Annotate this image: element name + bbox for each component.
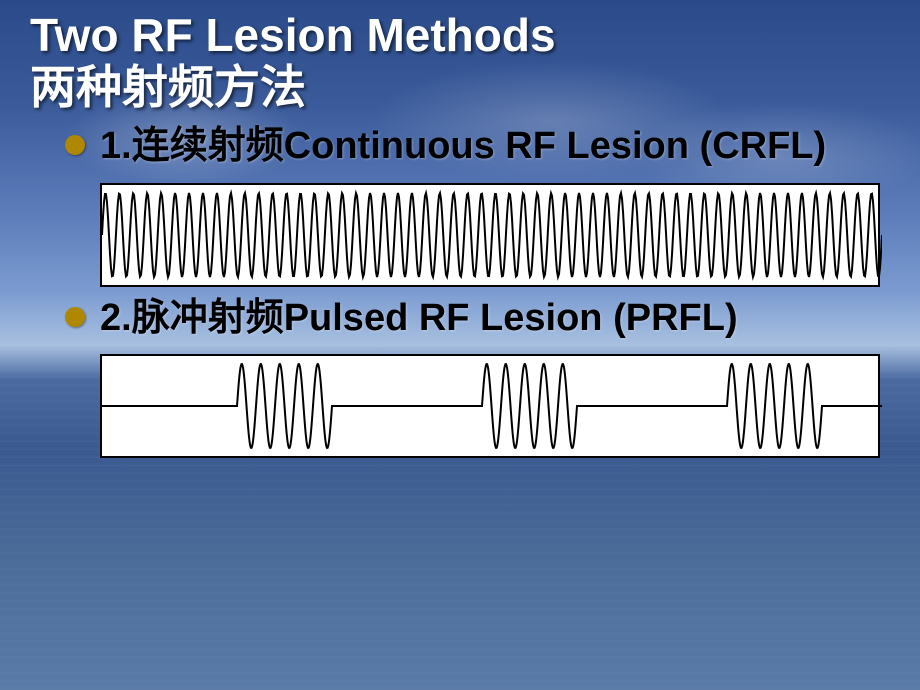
bullet-text-2: 2.脉冲射频Pulsed RF Lesion (PRFL): [100, 295, 738, 343]
title-chinese: 两种射频方法: [30, 61, 890, 114]
bullet-dot-icon: [65, 135, 85, 155]
pulsed-wave-diagram: [100, 354, 880, 458]
bullet-text-1: 1.连续射频Continuous RF Lesion (CRFL): [100, 123, 826, 171]
bullet-dot-icon: [65, 307, 85, 327]
pulsed-wave-svg: [102, 356, 882, 456]
bullet-item-1: 1.连续射频Continuous RF Lesion (CRFL): [65, 123, 890, 171]
continuous-wave-diagram: [100, 183, 880, 287]
bullet-item-2: 2.脉冲射频Pulsed RF Lesion (PRFL): [65, 295, 890, 343]
slide-content: Two RF Lesion Methods 两种射频方法 1.连续射频Conti…: [0, 0, 920, 458]
continuous-wave-svg: [102, 185, 882, 285]
title-english: Two RF Lesion Methods: [30, 10, 890, 61]
